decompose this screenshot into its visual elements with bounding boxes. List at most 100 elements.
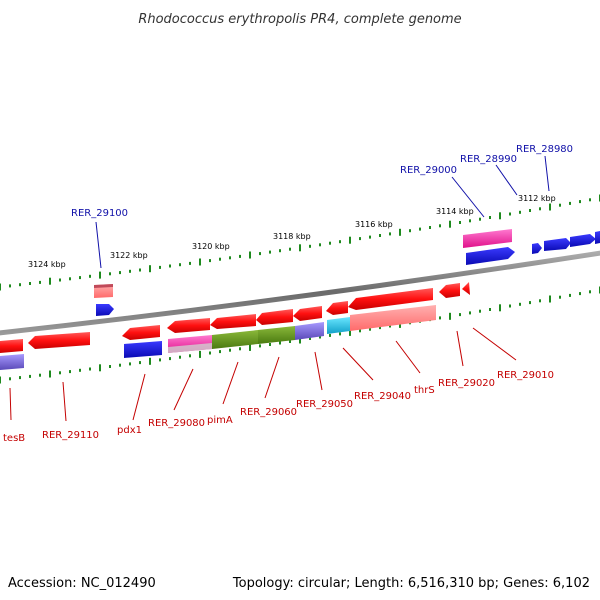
gene-label-rer29080[interactable]: RER_29080 xyxy=(148,418,205,429)
gene-label-rer29050[interactable]: RER_29050 xyxy=(296,399,353,410)
feature-cyan-rer29040[interactable] xyxy=(327,317,350,334)
inner-scale-minor-tick xyxy=(489,308,491,311)
inner-scale-minor-tick xyxy=(29,374,31,378)
outer-scale-major-tick xyxy=(299,244,301,252)
leader-rer29010 xyxy=(472,327,517,361)
outer-scale-minor-tick xyxy=(229,256,231,260)
feature-blue-right-2[interactable] xyxy=(595,231,600,244)
outer-scale-minor-tick xyxy=(319,243,321,247)
feature-blue-pdx1[interactable] xyxy=(124,341,162,358)
inner-scale-minor-tick xyxy=(389,324,391,328)
outer-scale-minor-tick xyxy=(589,198,591,202)
leader-rer29050 xyxy=(314,351,323,391)
accession-text: Accession: NC_012490 xyxy=(8,576,156,591)
feature-blue-rer29100[interactable] xyxy=(96,304,114,316)
outer-scale-minor-tick xyxy=(519,210,521,214)
outer-scale-minor-tick xyxy=(79,276,81,280)
scale-label-3116: 3116 kbp xyxy=(355,220,393,229)
feature-red-rer29050[interactable] xyxy=(293,306,322,321)
feature-red-rer29080[interactable] xyxy=(167,318,210,333)
feature-red-rer29010[interactable] xyxy=(462,282,470,295)
outer-scale-minor-tick xyxy=(259,252,261,256)
feature-red-thrs[interactable] xyxy=(348,288,433,310)
gene-label-tesb[interactable]: tesB xyxy=(3,433,25,444)
outer-scale-minor-tick xyxy=(289,247,291,251)
outer-scale-minor-tick xyxy=(409,229,411,233)
feature-red-pdx1[interactable] xyxy=(122,325,160,340)
feature-magenta-rer29000[interactable] xyxy=(463,229,512,248)
leader-rer29040 xyxy=(342,347,374,381)
feature-red-rer29110[interactable] xyxy=(28,332,90,349)
scale-label-3122: 3122 kbp xyxy=(110,251,148,260)
outer-scale-minor-tick xyxy=(529,209,531,212)
inner-scale-minor-tick xyxy=(459,313,461,317)
outer-scale-major-tick xyxy=(499,212,501,220)
inner-scale-major-tick xyxy=(0,376,1,384)
inner-scale-major-tick xyxy=(549,295,551,303)
gene-label-rer29100[interactable]: RER_29100 xyxy=(71,208,128,219)
inner-scale-major-tick xyxy=(99,364,101,372)
outer-scale-minor-tick xyxy=(559,203,561,207)
feature-olive-rer29060[interactable] xyxy=(258,326,295,344)
inner-scale-minor-tick xyxy=(239,347,241,351)
feature-pink-thrs[interactable] xyxy=(350,305,436,331)
feature-red-tesb[interactable] xyxy=(0,339,23,353)
feature-red-pima[interactable] xyxy=(210,314,256,329)
outer-scale-minor-tick xyxy=(389,232,391,236)
inner-scale-major-tick xyxy=(249,343,251,351)
outer-scale-minor-tick xyxy=(379,234,381,237)
outer-scale-minor-tick xyxy=(509,212,511,216)
outer-scale-major-tick xyxy=(349,236,351,244)
gene-label-rer29010[interactable]: RER_29010 xyxy=(497,370,554,381)
outer-scale-minor-tick xyxy=(209,259,211,263)
leader-rer29000 xyxy=(451,176,485,218)
gene-label-rer29020[interactable]: RER_29020 xyxy=(438,378,495,389)
feature-blue-rer28990[interactable] xyxy=(532,243,542,254)
leader-rer29060 xyxy=(264,356,280,399)
leader-rer29020 xyxy=(456,330,464,367)
feature-purple-tesb[interactable] xyxy=(0,354,24,370)
outer-scale-minor-tick xyxy=(89,274,91,278)
scale-label-3112: 3112 kbp xyxy=(518,194,556,203)
gene-label-rer29000[interactable]: RER_29000 xyxy=(400,165,457,176)
inner-scale-minor-tick xyxy=(359,329,361,333)
outer-scale-minor-tick xyxy=(189,261,191,265)
feature-olive-pima[interactable] xyxy=(212,330,258,349)
leader-rer29110 xyxy=(62,381,67,422)
feature-red-rer29040[interactable] xyxy=(326,301,348,315)
inner-scale-minor-tick xyxy=(219,350,221,354)
leader-tesb xyxy=(9,387,12,421)
gene-label-rer28980[interactable]: RER_28980 xyxy=(516,144,573,155)
feature-blue-rer28980[interactable] xyxy=(544,238,571,251)
outer-scale-minor-tick xyxy=(279,249,281,253)
feature-purple-rer29050[interactable] xyxy=(295,322,324,340)
outer-scale-major-tick xyxy=(49,277,51,285)
inner-scale-minor-tick xyxy=(569,293,571,297)
gene-label-rer28990[interactable]: RER_28990 xyxy=(460,154,517,165)
inner-scale-minor-tick xyxy=(229,348,231,352)
outer-scale-minor-tick xyxy=(219,257,221,261)
leader-rer29100 xyxy=(95,221,102,269)
gene-label-thrs[interactable]: thrS xyxy=(414,385,435,396)
gene-label-pima[interactable]: pimA xyxy=(207,415,233,426)
gene-label-rer29110[interactable]: RER_29110 xyxy=(42,430,99,441)
outer-scale-minor-tick xyxy=(59,278,61,282)
feature-red-rer29020[interactable] xyxy=(439,283,460,298)
gene-label-rer29040[interactable]: RER_29040 xyxy=(354,391,411,402)
feature-blue-rer29000[interactable] xyxy=(466,247,515,265)
inner-scale-minor-tick xyxy=(579,292,581,296)
outer-scale-minor-tick xyxy=(469,219,471,223)
inner-scale-minor-tick xyxy=(139,361,141,365)
outer-scale-minor-tick xyxy=(269,250,271,254)
gene-label-rer29060[interactable]: RER_29060 xyxy=(240,407,297,418)
feature-red-rer29060[interactable] xyxy=(256,309,293,325)
gene-label-pdx1[interactable]: pdx1 xyxy=(117,425,142,436)
inner-scale-minor-tick xyxy=(109,365,111,368)
outer-scale-minor-tick xyxy=(429,226,431,229)
inner-scale-minor-tick xyxy=(509,304,511,308)
feature-blue-right-1[interactable] xyxy=(570,234,596,247)
inner-scale-minor-tick xyxy=(159,358,161,362)
inner-scale-minor-tick xyxy=(179,355,181,359)
outer-scale-minor-tick xyxy=(539,207,541,211)
